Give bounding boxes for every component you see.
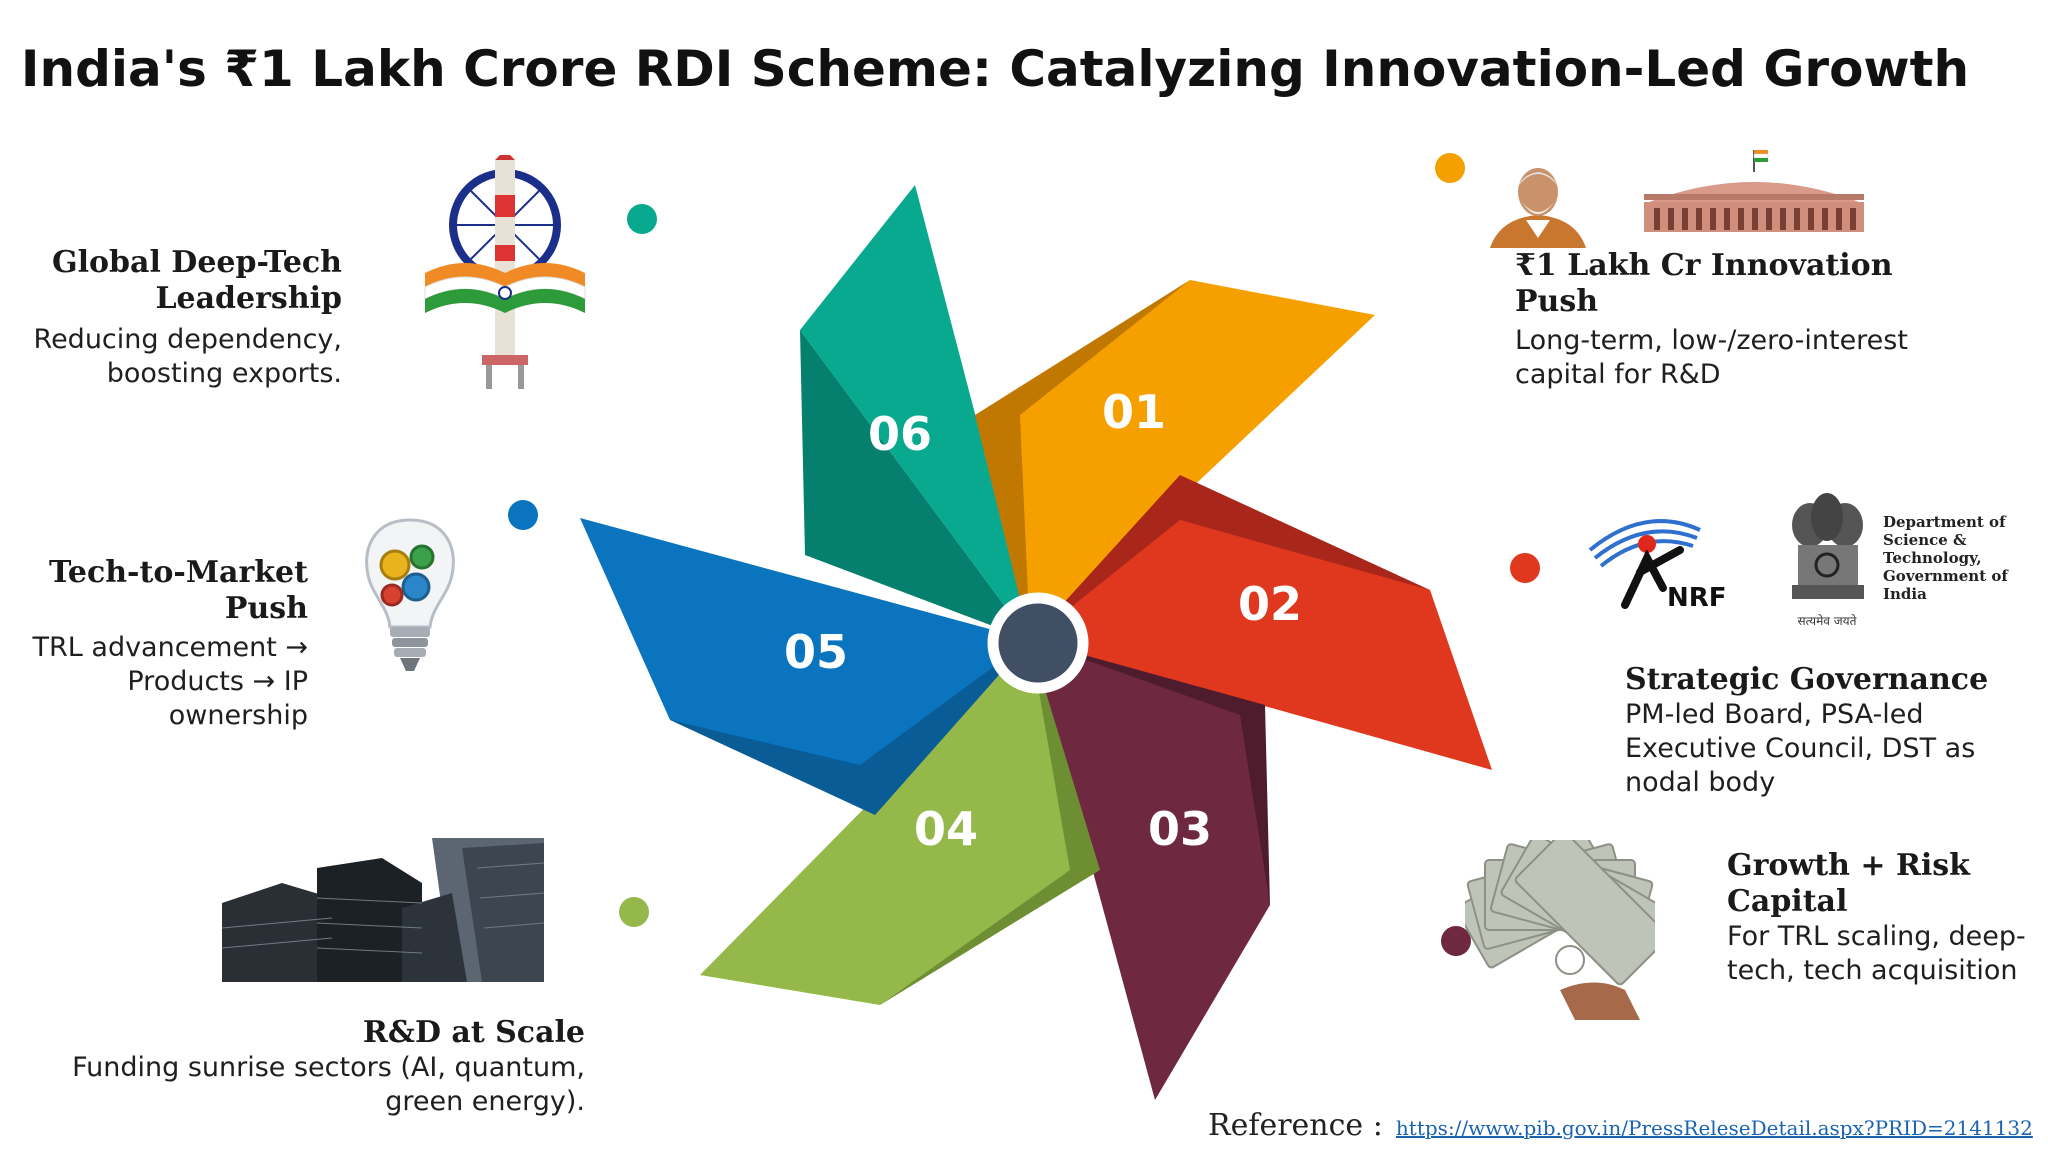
petal-03: 03	[1030, 640, 1270, 1100]
dst-name-text: Department of Science & Technology, Gove…	[1883, 513, 2008, 603]
block-02: Strategic Governance PM-led Board, PSA-l…	[1625, 662, 1995, 800]
page-title: India's ₹1 Lakh Crore RDI Scheme: Cataly…	[20, 40, 1970, 98]
block-06: Global Deep-Tech Leadership Reducing dep…	[30, 245, 342, 391]
dot-04	[619, 897, 649, 927]
currency-notes-image	[1465, 840, 1655, 1020]
block-04-description: Funding sunrise sectors (AI, quantum, gr…	[72, 1052, 585, 1117]
petal-05: 05	[580, 518, 1030, 815]
lion-capital-icon: सत्यमेव जयते	[1792, 493, 1864, 628]
petal-06: 06	[800, 185, 1030, 640]
skyscrapers-image	[222, 838, 544, 982]
block-02-description: PM-led Board, PSA-led Executive Council,…	[1625, 699, 1976, 798]
block-05-heading: Tech-to-Market Push	[49, 555, 308, 626]
block-04-heading: R&D at Scale	[362, 1015, 585, 1050]
petal-01: 01	[975, 280, 1375, 640]
block-01: ₹1 Lakh Cr Innovation Push Long-term, lo…	[1515, 248, 1935, 392]
block-06-heading: Global Deep-Tech Leadership	[52, 245, 342, 316]
dst-emblem: सत्यमेव जयते Department of Science & Tec…	[1780, 485, 2010, 635]
block-02-heading: Strategic Governance	[1625, 662, 1989, 697]
petal-02: 02	[1030, 475, 1492, 770]
parliament-building-image	[1644, 150, 1864, 232]
petal-06-body	[800, 185, 1030, 640]
petal-03-body	[1030, 640, 1270, 1100]
center-hub	[987, 592, 1089, 694]
petal-01-number: 01	[1102, 385, 1166, 439]
dot-05	[508, 500, 538, 530]
pm-portrait-image	[1490, 168, 1586, 248]
dot-02	[1510, 553, 1540, 583]
petal-04: 04	[700, 640, 1100, 1005]
block-05: Tech-to-Market Push TRL advancement → Pr…	[30, 555, 308, 733]
block-06-description: Reducing dependency, boosting exports.	[33, 324, 342, 389]
dot-03	[1441, 926, 1471, 956]
nrf-logo-text: NRF	[1667, 583, 1727, 610]
block-05-description: TRL advancement → Products → IP ownershi…	[32, 632, 308, 731]
reference-label: Reference :	[1208, 1108, 1383, 1143]
petal-04-body	[700, 640, 1070, 1005]
petal-04-number: 04	[914, 802, 978, 856]
block-01-heading: ₹1 Lakh Cr Innovation Push	[1515, 248, 1893, 319]
dst-motto: सत्यमेव जयते	[1798, 614, 1858, 628]
petal-02-number: 02	[1238, 577, 1302, 631]
dot-06	[627, 204, 657, 234]
nrf-logo: NRF	[1588, 519, 1727, 610]
block-03-heading: Growth + Risk Capital	[1727, 848, 1970, 919]
reference: Reference : https://www.pib.gov.in/Press…	[1208, 1108, 2033, 1143]
block-03-description: For TRL scaling, deep-tech, tech acquisi…	[1727, 921, 2026, 986]
block-04: R&D at Scale Funding sunrise sectors (AI…	[60, 1015, 585, 1119]
block-03: Growth + Risk Capital For TRL scaling, d…	[1727, 848, 2027, 988]
petal-05-body	[580, 518, 1030, 765]
dot-01	[1435, 153, 1465, 183]
petal-02-body	[1030, 520, 1492, 770]
block-01-description: Long-term, low-/zero-interest capital fo…	[1515, 325, 1908, 390]
petal-06-number: 06	[868, 407, 932, 461]
rocket-emblem-icon	[424, 155, 586, 389]
reference-link[interactable]: https://www.pib.gov.in/PressReleseDetail…	[1395, 1116, 2033, 1140]
petal-01-body	[1020, 280, 1375, 640]
lightbulb-gears-icon	[365, 518, 455, 671]
petal-03-number: 03	[1148, 802, 1212, 856]
petal-05-number: 05	[784, 625, 848, 679]
